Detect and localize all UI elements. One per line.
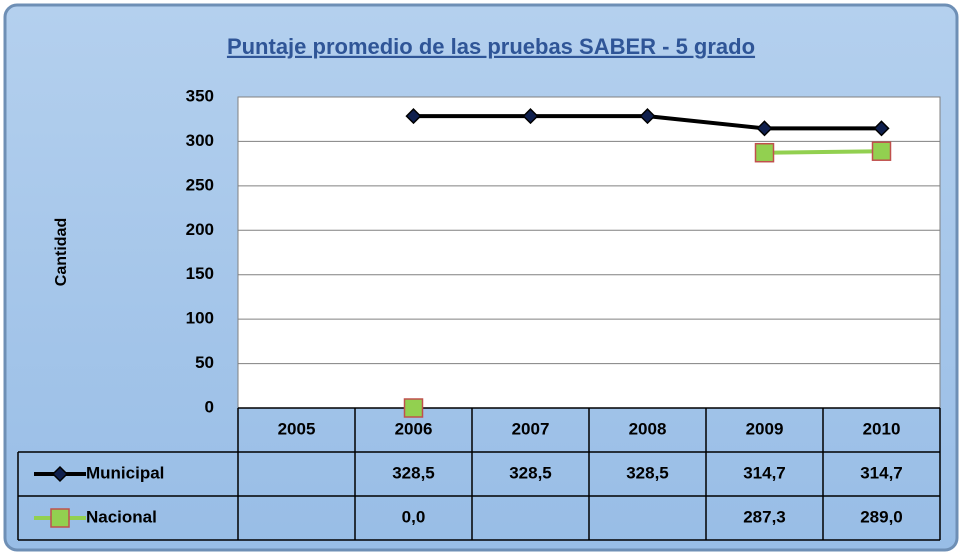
chart-title: Puntaje promedio de las pruebas SABER - … [227, 34, 755, 59]
legend-label: Municipal [86, 463, 164, 482]
y-tick-label: 300 [186, 131, 214, 150]
marker [50, 508, 70, 528]
marker [403, 398, 424, 418]
marker [522, 108, 539, 125]
table-value: 328,5 [392, 463, 435, 482]
marker [405, 108, 422, 125]
marker [754, 142, 775, 163]
x-tick-label: 2010 [863, 419, 901, 438]
marker [639, 108, 656, 125]
y-tick-label: 100 [186, 309, 214, 328]
table-value: 0,0 [402, 507, 426, 526]
y-tick-label: 50 [195, 353, 214, 372]
plot-area [237, 96, 941, 409]
y-tick-label: 350 [186, 86, 214, 105]
y-tick-label: 250 [186, 175, 214, 194]
table-value: 328,5 [509, 463, 552, 482]
y-axis-label: Cantidad [53, 218, 70, 286]
x-tick-label: 2009 [746, 419, 784, 438]
table-value: 314,7 [743, 463, 786, 482]
marker [871, 141, 892, 161]
series-line [764, 149, 882, 155]
table-value: 287,3 [743, 507, 786, 526]
legend-label: Nacional [86, 507, 157, 526]
x-tick-label: 2008 [629, 419, 667, 438]
marker [873, 120, 890, 137]
x-tick-label: 2007 [512, 419, 550, 438]
x-tick-label: 2005 [278, 419, 316, 438]
y-tick-label: 150 [186, 264, 214, 283]
table-value: 289,0 [860, 507, 903, 526]
marker [756, 120, 773, 137]
table-value: 314,7 [860, 463, 903, 482]
y-tick-label: 200 [186, 220, 214, 239]
y-tick-label: 0 [205, 397, 214, 416]
table-value: 328,5 [626, 463, 669, 482]
marker [51, 465, 69, 483]
x-tick-label: 2006 [395, 419, 433, 438]
